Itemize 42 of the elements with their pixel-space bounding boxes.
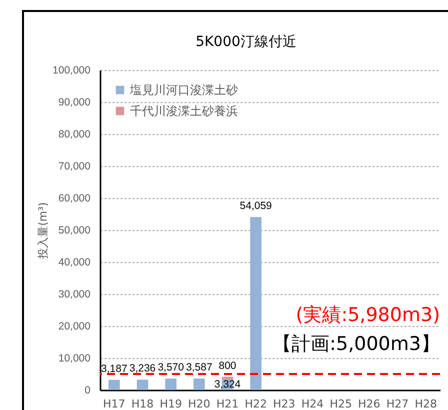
y-tick-label: 60,000 — [58, 192, 91, 204]
annotation: (実績:5,980m3) — [296, 304, 440, 326]
data-label: 3,236 — [129, 362, 156, 375]
legend-label: 塩見川河口浚渫土砂 — [129, 83, 238, 97]
y-tick-label: 90,000 — [58, 96, 91, 108]
x-tick-label: H23 — [273, 398, 296, 410]
y-tick-label: 50,000 — [58, 224, 91, 236]
x-tick-label: H25 — [330, 398, 352, 410]
bar — [194, 378, 205, 390]
y-tick-label: 0 — [84, 384, 91, 396]
y-tick-label: 40,000 — [58, 256, 91, 268]
bar — [250, 217, 262, 390]
data-label: 3,324 — [214, 378, 241, 391]
y-tick-label: 30,000 — [58, 288, 91, 300]
bar — [108, 380, 120, 390]
data-label: 54,059 — [240, 200, 272, 212]
annotation: 【計画:5,000m3】 — [272, 333, 440, 355]
chart-title: 5K000汀線付近 — [196, 34, 296, 50]
data-label: 800 — [218, 360, 236, 372]
x-tick-label: H21 — [216, 398, 239, 410]
y-tick-label: 20,000 — [58, 320, 91, 332]
x-tick-label: H26 — [358, 398, 380, 410]
bar — [136, 380, 148, 390]
x-tick-label: H22 — [244, 398, 267, 410]
data-label: 3,187 — [101, 362, 128, 375]
y-tick-label: 70,000 — [58, 160, 91, 172]
x-tick-label: H17 — [103, 398, 126, 410]
y-axis-title: 投入量(m³) — [36, 202, 50, 260]
y-tick-label: 10,000 — [58, 352, 91, 364]
bar — [222, 376, 234, 380]
data-label: 3,587 — [186, 362, 212, 374]
legend-label: 千代川浚渫土砂養浜 — [130, 104, 238, 118]
data-label: 3,570 — [158, 362, 184, 374]
y-tick-label: 80,000 — [58, 128, 91, 140]
x-tick-label: H19 — [160, 398, 182, 410]
x-tick-label: H28 — [414, 398, 437, 410]
y-tick-label: 100,000 — [52, 64, 91, 76]
x-tick-label: H20 — [188, 398, 210, 410]
x-tick-label: H18 — [131, 398, 154, 410]
x-tick-label: H24 — [301, 398, 324, 410]
bar — [165, 378, 176, 390]
x-tick-label: H27 — [386, 398, 409, 410]
